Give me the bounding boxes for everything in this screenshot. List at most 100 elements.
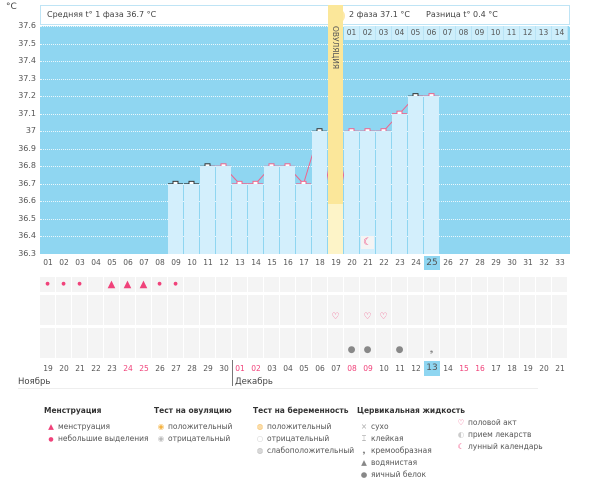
day-cell[interactable] [152, 310, 167, 325]
day-cell[interactable] [88, 343, 103, 358]
cycle-day[interactable]: 30 [507, 258, 517, 267]
day-cell[interactable] [232, 295, 247, 310]
day-cell[interactable] [200, 310, 215, 325]
day-cell[interactable] [152, 343, 167, 358]
cycle-day[interactable]: 05 [107, 258, 117, 267]
day-cell[interactable] [344, 328, 359, 343]
cycle-day[interactable]: 15 [267, 258, 277, 267]
day-cell[interactable] [312, 328, 327, 343]
day-cell[interactable] [504, 343, 519, 358]
calendar-date[interactable]: 16 [475, 364, 485, 373]
day-cell[interactable] [552, 343, 567, 358]
day-cell[interactable] [88, 328, 103, 343]
day-cell[interactable] [472, 310, 487, 325]
day-cell[interactable] [184, 295, 199, 310]
day-cell[interactable] [56, 277, 71, 292]
day-cell[interactable] [376, 295, 391, 310]
day-cell[interactable] [440, 295, 455, 310]
day-cell[interactable] [184, 343, 199, 358]
day-cell[interactable] [344, 277, 359, 292]
heart-icon[interactable]: ♡ [363, 312, 372, 322]
moon-icon[interactable]: ☾ [361, 236, 374, 249]
calendar-date[interactable]: 12 [411, 364, 421, 373]
day-cell[interactable] [216, 277, 231, 292]
day-cell[interactable] [120, 277, 135, 292]
day-cell[interactable] [488, 310, 503, 325]
day-cell[interactable] [360, 310, 375, 325]
day-cell[interactable] [408, 343, 423, 358]
day-cell[interactable] [360, 295, 375, 310]
day-cell[interactable] [248, 310, 263, 325]
cycle-day[interactable]: 23 [395, 258, 405, 267]
calendar-date[interactable]: 19 [523, 364, 533, 373]
day-cell[interactable] [136, 328, 151, 343]
cycle-day[interactable]: 32 [539, 258, 549, 267]
day-cell[interactable] [280, 328, 295, 343]
day-cell[interactable] [360, 343, 375, 358]
day-column[interactable] [216, 166, 231, 254]
day-cell[interactable] [296, 310, 311, 325]
calendar-date[interactable]: 01 [235, 364, 245, 373]
day-cell[interactable] [248, 295, 263, 310]
day-cell[interactable] [232, 343, 247, 358]
day-cell[interactable] [88, 295, 103, 310]
day-cell[interactable] [376, 328, 391, 343]
day-cell[interactable] [136, 310, 151, 325]
day-cell[interactable] [344, 310, 359, 325]
day-cell[interactable] [120, 343, 135, 358]
cycle-day[interactable]: 14 [251, 258, 261, 267]
calendar-date[interactable]: 22 [91, 364, 101, 373]
day-cell[interactable] [488, 295, 503, 310]
day-cell[interactable] [104, 343, 119, 358]
calendar-date[interactable]: 23 [107, 364, 117, 373]
day-cell[interactable] [408, 295, 423, 310]
day-cell[interactable] [408, 277, 423, 292]
day-cell[interactable] [456, 295, 471, 310]
day-cell[interactable] [312, 310, 327, 325]
light-spotting-icon[interactable]: ● [173, 281, 178, 287]
day-cell[interactable] [184, 277, 199, 292]
day-cell[interactable] [424, 328, 439, 343]
cycle-day[interactable]: 20 [347, 258, 357, 267]
day-cell[interactable] [456, 328, 471, 343]
day-cell[interactable] [232, 310, 247, 325]
watery-icon[interactable]: ● [347, 345, 356, 355]
day-cell[interactable] [488, 328, 503, 343]
cycle-day[interactable]: 29 [491, 258, 501, 267]
day-cell[interactable] [520, 310, 535, 325]
light-spotting-icon[interactable]: ● [157, 281, 162, 287]
day-cell[interactable] [104, 328, 119, 343]
day-column[interactable] [232, 183, 247, 254]
day-cell[interactable] [536, 295, 551, 310]
calendar-date[interactable]: 28 [187, 364, 197, 373]
day-cell[interactable] [120, 295, 135, 310]
day-cell[interactable] [504, 328, 519, 343]
cycle-day[interactable]: 18 [315, 258, 325, 267]
day-cell[interactable] [504, 277, 519, 292]
day-cell[interactable] [168, 328, 183, 343]
day-column[interactable] [296, 183, 311, 254]
cycle-day[interactable]: 33 [555, 258, 565, 267]
day-cell[interactable] [72, 328, 87, 343]
calendar-date[interactable]: 30 [219, 364, 229, 373]
day-cell[interactable] [344, 343, 359, 358]
menstruation-icon[interactable]: ▲ [123, 279, 132, 290]
calendar-date[interactable]: 04 [283, 364, 293, 373]
day-cell[interactable] [280, 310, 295, 325]
cycle-day[interactable]: 19 [331, 258, 341, 267]
day-cell[interactable] [56, 310, 71, 325]
cycle-day[interactable]: 17 [299, 258, 309, 267]
cycle-day[interactable]: 28 [475, 258, 485, 267]
day-cell[interactable] [200, 277, 215, 292]
day-cell[interactable] [376, 343, 391, 358]
cycle-day[interactable]: 08 [155, 258, 165, 267]
day-cell[interactable] [136, 277, 151, 292]
day-cell[interactable] [280, 295, 295, 310]
cycle-day[interactable]: 12 [219, 258, 229, 267]
day-cell[interactable] [552, 310, 567, 325]
day-cell[interactable] [504, 295, 519, 310]
day-cell[interactable] [264, 277, 279, 292]
day-column[interactable] [168, 183, 183, 254]
day-cell[interactable] [536, 310, 551, 325]
cycle-day[interactable]: 16 [283, 258, 293, 267]
